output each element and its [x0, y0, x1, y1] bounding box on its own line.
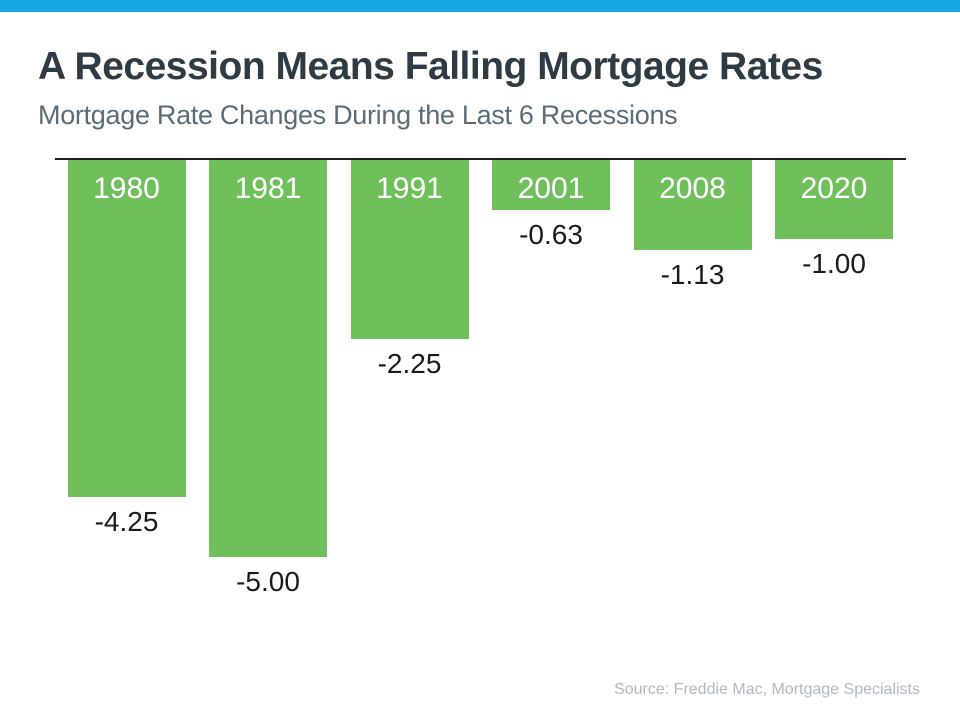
bar-2020: 2020 [775, 160, 893, 240]
bar-1991: 1991 [350, 160, 469, 339]
bar-2008: 2008 [633, 160, 752, 250]
page-subtitle: Mortgage Rate Changes During the Last 6 … [38, 100, 678, 130]
page-title: A Recession Means Falling Mortgage Rates [38, 45, 823, 88]
bar-value-label: -0.63 [519, 219, 583, 251]
bar-1980: 1980 [67, 160, 186, 498]
bar-value-label: -2.25 [377, 347, 442, 379]
top-accent-bar [0, 0, 960, 12]
bar-category-label: 1980 [93, 172, 160, 205]
bar-category-label: 2008 [659, 172, 726, 205]
bar-1981: 1981 [209, 160, 327, 557]
bar-value-label: -1.13 [660, 258, 725, 290]
bar-category-label: 2001 [517, 172, 585, 205]
bar-value-label: -4.25 [94, 506, 159, 538]
bar-2001: 2001 [492, 160, 610, 211]
bar-value-label: -5.00 [236, 566, 300, 597]
bar-category-label: 1981 [234, 172, 302, 205]
bar-category-label: 1991 [376, 172, 443, 205]
bar-category-label: 2020 [800, 172, 868, 205]
bar-value-label: -1.00 [802, 248, 866, 280]
source-note: Source: Freddie Mac, Mortgage Specialist… [614, 681, 920, 698]
chart-baseline [55, 158, 906, 160]
